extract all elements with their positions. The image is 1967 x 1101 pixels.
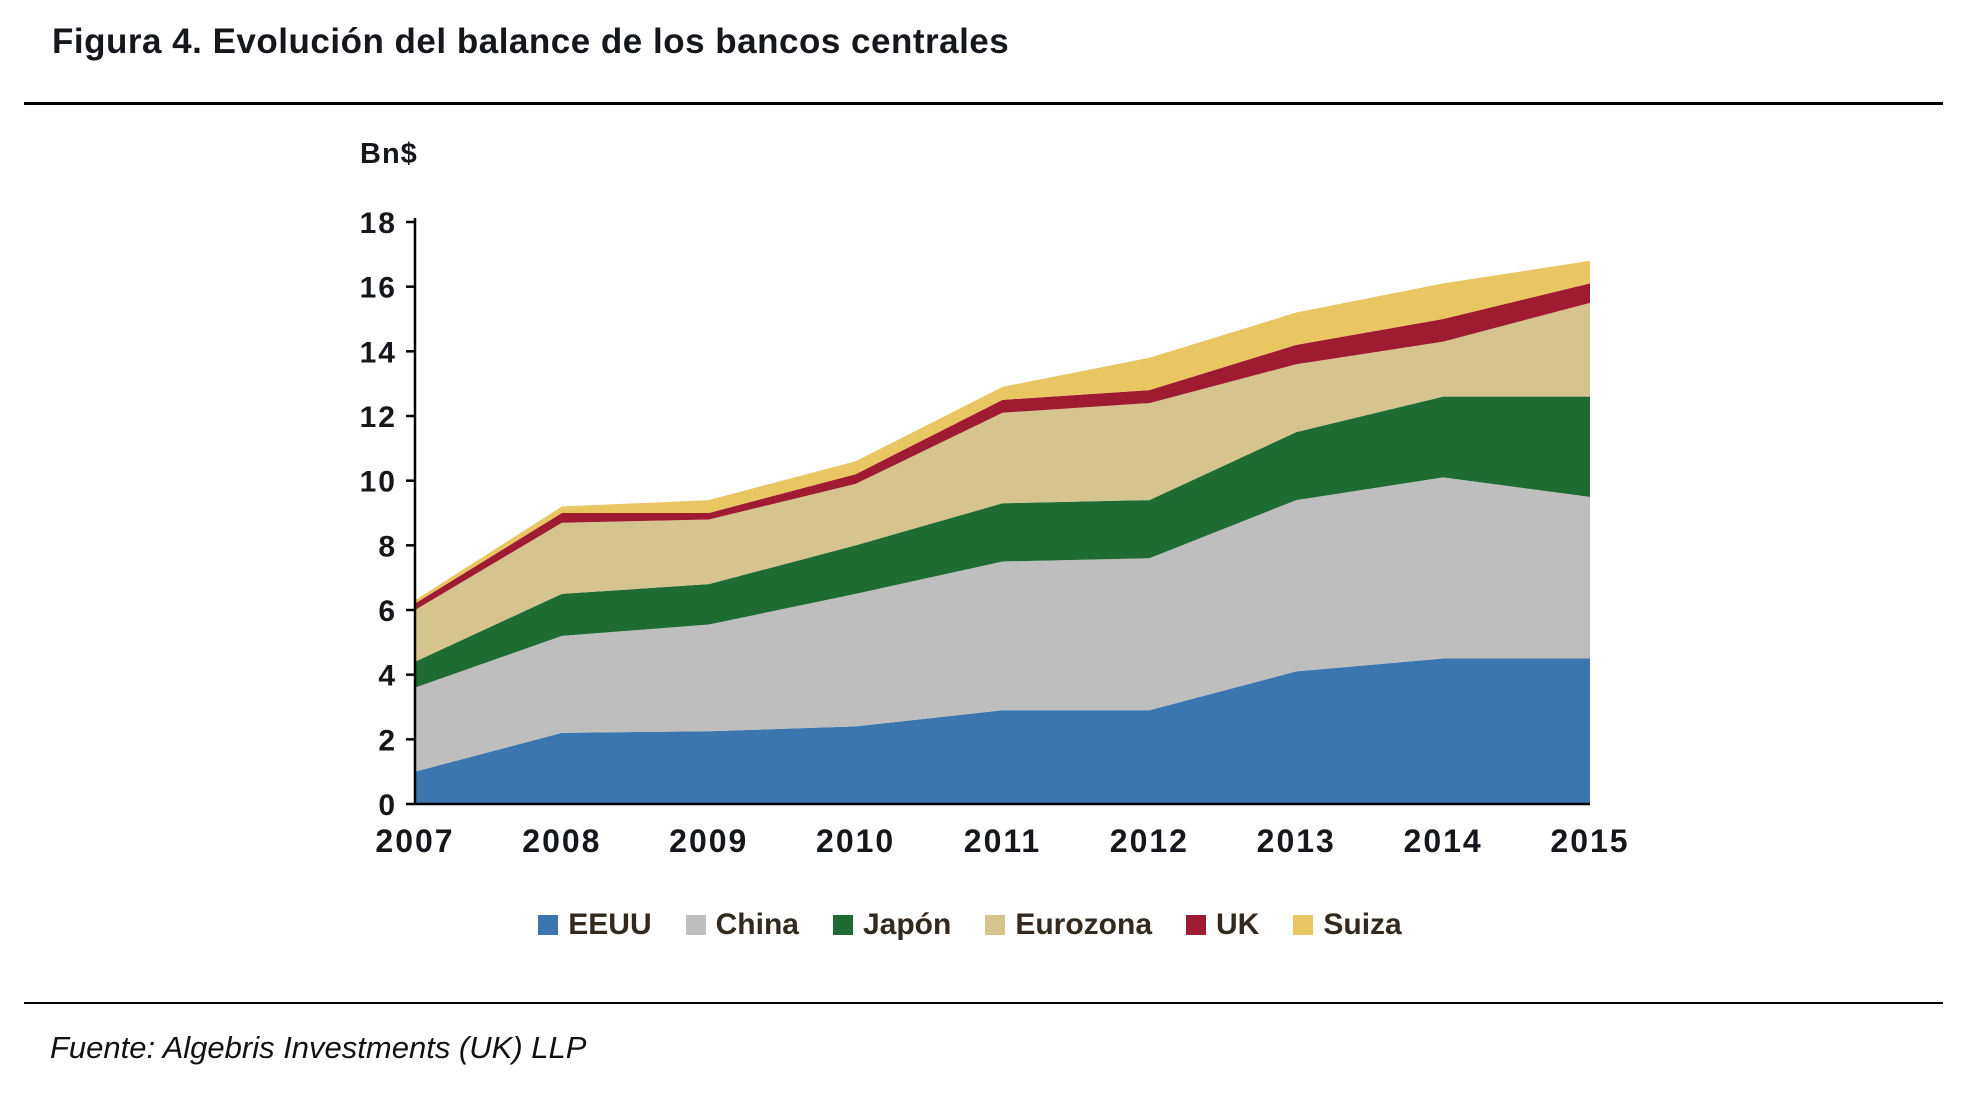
x-tick-label: 2009 [669,823,748,859]
chart-legend: EEUU China Japón Eurozona UK Suiza [300,908,1640,942]
legend-label-eurozona: Eurozona [1015,908,1153,941]
bottom-divider [24,1002,1943,1004]
y-axis-title: Bn$ [360,138,418,170]
legend-label-china: China [715,908,799,941]
x-tick-label: 2013 [1257,823,1336,859]
x-tick-label: 2008 [522,823,601,859]
area-series-china [415,477,1590,772]
figure-title: Figura 4. Evolución del balance de los b… [52,22,1010,61]
area-series-eurozona [415,302,1590,662]
source-note: Fuente: Algebris Investments (UK) LLP [50,1030,587,1065]
area-series-uk [415,283,1590,610]
legend-swatch-uk [1186,915,1207,935]
legend-item-japon: Japón [832,908,952,942]
area-series-eeuu [415,658,1590,804]
area-series-suiza [415,260,1590,604]
legend-item-uk: UK [1186,908,1259,942]
y-tick-label: 16 [360,272,397,305]
x-tick-label: 2007 [375,823,454,859]
top-divider [24,102,1943,105]
stacked-area-chart: 0 2 4 6 8 10 12 14 16 18 2007 2008 2009 2010 2011 2012 2… [360,207,1629,859]
legend-swatch-china [685,915,706,935]
legend-swatch-eurozona [985,915,1006,935]
y-tick-label: 10 [360,466,397,499]
y-tick-label: 14 [360,336,397,369]
legend-item-suiza: Suiza [1293,908,1402,942]
legend-item-eeuu: EEUU [538,908,652,942]
legend-swatch-japon [832,915,853,935]
legend-swatch-eeuu [538,915,559,935]
legend-label-uk: UK [1216,908,1260,941]
y-tick-label: 4 [378,660,397,693]
chart-area: 0 2 4 6 8 10 12 14 16 18 2007 2008 2009 2010 2011 2012 2… [300,150,1640,880]
y-tick-label: 0 [378,789,397,822]
x-tick-label: 2015 [1550,823,1629,859]
legend-item-china: China [685,908,799,942]
y-tick-label: 2 [378,724,397,757]
area-series-japon [415,396,1590,688]
x-tick-label: 2014 [1404,823,1483,859]
legend-label-japon: Japón [862,908,952,941]
y-tick-label: 6 [378,595,397,628]
legend-label-eeuu: EEUU [568,908,652,941]
x-tick-label: 2011 [964,823,1041,859]
x-tick-label: 2010 [816,823,895,859]
legend-swatch-suiza [1293,915,1314,935]
y-tick-label: 18 [360,207,397,240]
legend-label-suiza: Suiza [1323,908,1402,941]
y-tick-label: 8 [378,530,397,563]
legend-item-eurozona: Eurozona [985,908,1152,942]
x-tick-label: 2012 [1110,823,1189,859]
y-tick-label: 12 [360,401,397,434]
